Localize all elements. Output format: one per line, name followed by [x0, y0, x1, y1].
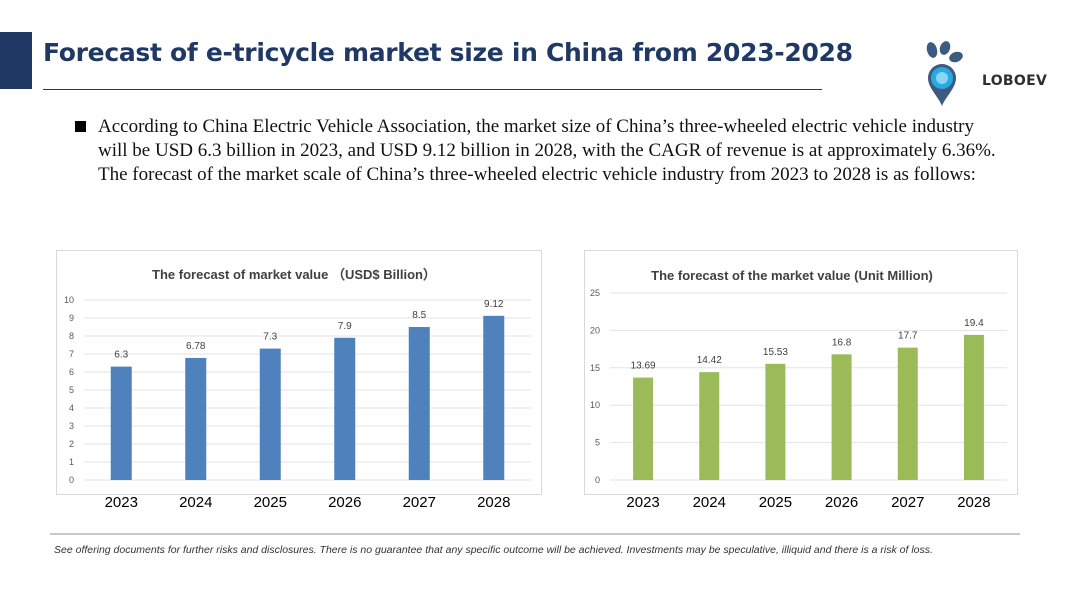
- x-tick-label: 2025: [254, 494, 287, 511]
- logo-text: LOBOEV: [982, 73, 1048, 89]
- y-tick-label: 9: [69, 313, 74, 323]
- data-label: 17.7: [898, 331, 918, 342]
- market-value-units-chart: The forecast of the market value (Unit M…: [584, 250, 1018, 511]
- y-tick-label: 1: [69, 457, 74, 467]
- y-tick-label: 15: [590, 363, 600, 373]
- y-tick-label: 8: [69, 331, 74, 341]
- y-tick-label: 10: [64, 295, 74, 305]
- bullet-square-icon: [75, 121, 86, 132]
- data-label: 8.5: [412, 310, 426, 321]
- y-tick-label: 20: [590, 325, 600, 335]
- title-underline: [43, 89, 822, 90]
- disclaimer-text: See offering documents for further risks…: [54, 544, 933, 556]
- y-tick-label: 7: [69, 349, 74, 359]
- chart-title: The forecast of market value （USD$ Billi…: [152, 267, 436, 282]
- x-tick-label: 2023: [105, 494, 138, 511]
- bar: [765, 363, 786, 480]
- data-label: 7.9: [338, 321, 352, 332]
- y-tick-label: 5: [595, 438, 600, 448]
- x-tick-label: 2026: [825, 494, 858, 511]
- x-tick-label: 2024: [179, 494, 212, 511]
- data-label: 19.4: [964, 318, 984, 329]
- y-tick-label: 0: [69, 475, 74, 485]
- y-tick-label: 10: [590, 400, 600, 410]
- bar: [259, 348, 281, 480]
- x-tick-label: 2028: [477, 494, 510, 511]
- y-tick-label: 4: [69, 403, 74, 413]
- data-label: 13.69: [631, 361, 656, 372]
- bar: [633, 377, 654, 480]
- bar: [963, 334, 984, 480]
- x-tick-label: 2027: [403, 494, 436, 511]
- y-tick-label: 3: [69, 421, 74, 431]
- chart-svg: The forecast of market value （USD$ Billi…: [64, 267, 531, 511]
- intro-paragraph: According to China Electric Vehicle Asso…: [98, 116, 996, 185]
- chart-svg: The forecast of the market value (Unit M…: [590, 268, 1007, 511]
- y-tick-label: 0: [595, 475, 600, 485]
- y-tick-label: 2: [69, 439, 74, 449]
- x-tick-label: 2026: [328, 494, 361, 511]
- bar: [185, 357, 207, 480]
- x-tick-label: 2025: [759, 494, 792, 511]
- bar: [699, 372, 720, 480]
- y-tick-label: 5: [69, 385, 74, 395]
- footer-divider: [50, 533, 1020, 535]
- x-tick-label: 2024: [693, 494, 726, 511]
- market-value-usd-chart: The forecast of market value （USD$ Billi…: [56, 250, 542, 511]
- slide-title: Forecast of e-tricycle market size in Ch…: [43, 38, 853, 67]
- data-label: 14.42: [697, 355, 722, 366]
- bar: [334, 337, 356, 480]
- y-tick-label: 6: [69, 367, 74, 377]
- data-label: 6.3: [114, 350, 128, 361]
- x-tick-label: 2028: [957, 494, 990, 511]
- x-tick-label: 2023: [626, 494, 659, 511]
- chart-title: The forecast of the market value (Unit M…: [651, 268, 933, 283]
- loboev-logo-icon: [926, 41, 963, 106]
- data-label: 15.53: [763, 347, 788, 358]
- bar: [897, 347, 918, 480]
- x-tick-label: 2027: [891, 494, 924, 511]
- bar: [110, 366, 132, 480]
- bar: [483, 315, 505, 480]
- bar: [408, 327, 430, 480]
- data-label: 16.8: [832, 337, 852, 348]
- loboev-logo: LOBOEV: [918, 40, 1058, 110]
- data-label: 7.3: [263, 332, 277, 343]
- data-label: 9.12: [484, 299, 504, 310]
- data-label: 6.78: [186, 341, 206, 352]
- y-tick-label: 25: [590, 288, 600, 298]
- title-accent-block: [0, 32, 32, 89]
- bar: [831, 354, 852, 480]
